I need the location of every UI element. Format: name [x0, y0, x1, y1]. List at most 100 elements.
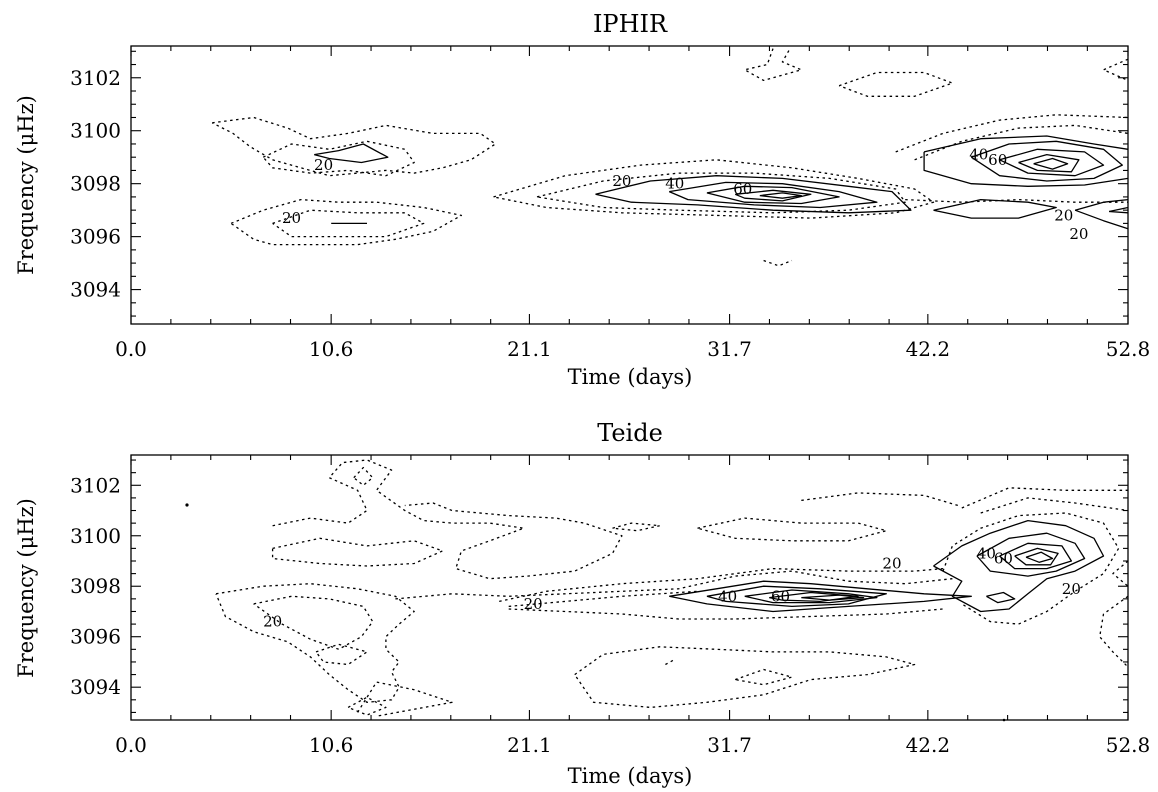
teide-y-tick-label: 3098	[70, 574, 121, 598]
speck-mark	[1002, 718, 1006, 722]
iphir-contour-solid	[999, 148, 1105, 177]
teide-contour-solid	[1025, 551, 1054, 563]
iphir-y-tick-labels: 3094 3096 3098 3100 3102	[70, 66, 121, 302]
iphir-contour-dotted	[272, 209, 425, 238]
iphir-contour-dotted	[1102, 58, 1129, 81]
teide-contour-solid	[669, 580, 972, 613]
iphir-contour-solid	[1074, 198, 1129, 211]
teide-contour-dotted	[353, 466, 374, 486]
teide-contour-label: 60	[994, 549, 1013, 567]
iphir-contour-label: 20	[282, 209, 301, 227]
iphir-contour-label: 40	[665, 175, 684, 193]
teide-contour-label: 60	[771, 587, 790, 605]
teide-contour-dotted	[499, 567, 944, 603]
teide-contour-dotted	[508, 590, 698, 608]
teide-x-tick-label: 21.1	[507, 733, 552, 757]
iphir-plot-frame	[130, 45, 1129, 325]
teide-contour-dotted	[697, 517, 887, 542]
iphir-x-tick-label: 10.6	[309, 337, 354, 361]
teide-contour-dotted	[665, 658, 676, 666]
iphir-contour-label: 20	[1054, 206, 1073, 224]
teide-x-tick-label: 0.0	[115, 733, 147, 757]
teide-contour-dotted	[801, 492, 959, 507]
iphir-contour-solid	[923, 135, 1129, 153]
iphir-y-axis-title: Frequency (μHz)	[14, 95, 38, 275]
teide-contour-solid	[1014, 547, 1059, 566]
iphir-contour-dotted	[895, 114, 1129, 153]
iphir-contour-label: 40	[969, 146, 988, 164]
iphir-contour-dotted	[905, 198, 1128, 203]
iphir-y-tick-label: 3096	[70, 225, 121, 249]
teide-contour-dotted	[395, 570, 953, 600]
teide-x-tick-label: 42.2	[906, 733, 951, 757]
teide-contour-label: 40	[718, 587, 737, 605]
teide-y-tick-label: 3096	[70, 625, 121, 649]
iphir-y-tick-label: 3100	[70, 119, 121, 143]
iphir-contour-dotted	[262, 140, 415, 177]
teide-contour-label: 40	[977, 544, 996, 562]
iphir-contour-solid	[314, 143, 389, 164]
iphir-x-axis-title: Time (days)	[568, 365, 693, 389]
iphir-panel: IPHIR Frequency (μHz) Time (days) 202020…	[14, 10, 1150, 389]
iphir-contour-dotted	[493, 159, 935, 219]
iphir-contour-label: 60	[988, 151, 1007, 169]
teide-contour-dotted	[1099, 595, 1129, 668]
iphir-contour-solid	[1109, 210, 1129, 214]
iphir-x-tick-label: 52.8	[1106, 337, 1151, 361]
teide-contour-dotted	[272, 459, 623, 580]
teide-x-axis-title: Time (days)	[568, 764, 693, 788]
teide-contour-dotted	[942, 512, 1120, 625]
iphir-contour-dotted	[211, 116, 497, 177]
teide-contour-dotted	[574, 646, 916, 709]
iphir-contour-dotted	[536, 172, 906, 214]
teide-contour-solid	[801, 594, 865, 601]
teide-x-tick-labels: 0.0 10.6 21.1 31.7 42.2 52.8	[115, 733, 1150, 757]
teide-x-tick-label: 52.8	[1106, 733, 1151, 757]
teide-contour-solid	[986, 591, 1016, 604]
iphir-contour-solid	[1018, 153, 1080, 173]
teide-contour-dotted	[734, 668, 793, 686]
iphir-contour-solid	[1108, 206, 1129, 213]
teide-contour-dotted	[508, 608, 944, 620]
teide-y-tick-label: 3094	[70, 675, 121, 699]
iphir-contour-solid	[759, 192, 802, 199]
teide-y-axis-title: Frequency (μHz)	[14, 498, 38, 678]
teide-contour-label: 20	[1062, 580, 1081, 598]
iphir-contour-solid	[923, 151, 1129, 187]
iphir-x-tick-labels: 0.0 10.6 21.1 31.7 42.2 52.8	[115, 337, 1150, 361]
iphir-contour-solid	[970, 140, 1123, 182]
iphir-x-tick-label: 21.1	[507, 337, 552, 361]
iphir-contour-dotted	[744, 48, 802, 82]
iphir-contour-dotted	[763, 259, 793, 267]
teide-contour-solid	[744, 589, 878, 604]
teide-contour-plot	[215, 459, 1129, 717]
iphir-contour-dotted	[230, 198, 463, 246]
teide-contour-solid	[976, 532, 1086, 577]
teide-contour-dotted	[253, 595, 374, 650]
iphir-contour-solid	[1074, 209, 1129, 230]
teide-contour-label: 20	[524, 595, 543, 613]
iphir-contour-solid	[668, 181, 878, 209]
teide-contour-label: 20	[263, 613, 282, 631]
teide-contour-dotted	[961, 487, 1128, 509]
iphir-contour-solid	[933, 198, 1057, 219]
iphir-contour-solid	[706, 185, 840, 205]
iphir-y-tick-label: 3098	[70, 172, 121, 196]
teide-contour-dotted	[612, 522, 661, 532]
iphir-contour-label: 20	[1069, 225, 1088, 243]
iphir-contour-dotted	[838, 71, 954, 97]
iphir-x-tick-label: 42.2	[906, 337, 951, 361]
teide-contour-dotted	[980, 497, 1129, 514]
iphir-y-tick-label: 3094	[70, 278, 121, 302]
speck-mark	[185, 503, 189, 507]
teide-ticks	[130, 455, 1129, 720]
iphir-contour-label: 20	[314, 156, 333, 174]
iphir-contour-label: 60	[733, 180, 752, 198]
iphir-y-tick-label: 3102	[70, 66, 121, 90]
teide-contour-solid	[933, 519, 1105, 613]
iphir-contour-label: 20	[612, 172, 631, 190]
iphir-contour-dotted	[914, 124, 1129, 161]
iphir-contour-solid	[734, 189, 812, 202]
